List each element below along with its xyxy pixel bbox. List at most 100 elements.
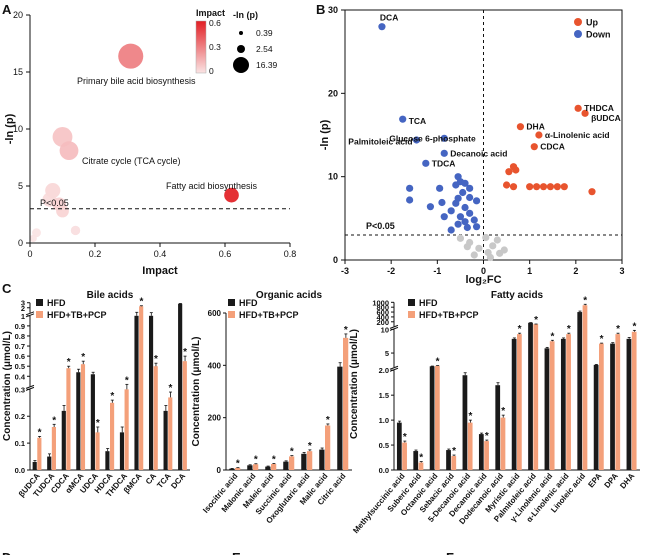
x-tick-label: 2 — [573, 266, 578, 276]
y-tick-label: 0.5 — [379, 441, 389, 450]
y-tick-label: 0 — [217, 466, 222, 475]
point-up — [505, 168, 513, 176]
bar — [66, 368, 71, 470]
subplot-title: Bile acids — [87, 290, 134, 301]
point-down — [466, 193, 474, 202]
bar — [599, 343, 604, 470]
point-not-significant — [489, 242, 497, 250]
x-axis-title: log₂FC — [465, 274, 501, 286]
point-up — [526, 183, 534, 191]
y-tick-label: 1000 — [372, 298, 389, 307]
legend-swatch — [408, 311, 415, 318]
bar — [533, 324, 539, 470]
point-up — [574, 104, 582, 112]
significance-star: * — [468, 411, 472, 422]
significance-star: * — [110, 391, 114, 402]
y-tick-label: 10 — [328, 172, 338, 182]
significance-star: * — [583, 295, 587, 306]
point-not-significant — [463, 243, 471, 251]
size-legend-dot — [237, 45, 245, 53]
y-axis-title: Concentration (μmol/L) — [191, 337, 202, 447]
panel-c: C0.00.10.20.30.40.50.60.70.80.9123*βUDCA… — [2, 281, 640, 535]
bar — [247, 465, 253, 470]
legend-dot — [574, 30, 582, 38]
significance-star: * — [534, 315, 538, 326]
y-tick-label: 1 — [21, 312, 25, 321]
legend-label: HFD+TB+PCP — [239, 310, 299, 320]
axis-break — [389, 326, 399, 331]
point-not-significant — [482, 233, 490, 242]
significance-star: * — [96, 418, 100, 429]
category-label: DPA — [603, 471, 621, 489]
x-axis-title: Impact — [142, 265, 178, 277]
bar — [168, 397, 173, 470]
point-up — [532, 183, 541, 191]
point-down — [406, 196, 414, 204]
x-tick-label: 3 — [619, 266, 624, 276]
point-down — [422, 159, 430, 167]
point-down — [472, 197, 481, 205]
significance-star: * — [436, 357, 440, 368]
legend-swatch — [228, 311, 235, 318]
legend-swatch — [36, 311, 43, 318]
point-up — [553, 183, 561, 191]
metabolite-label: TCA — [409, 116, 426, 126]
y-tick-label: 400 — [376, 313, 389, 322]
impact-legend-tick: 0.6 — [209, 18, 221, 28]
significance-star: * — [403, 432, 407, 443]
bar — [229, 468, 235, 470]
point-up — [539, 183, 548, 191]
point-down — [466, 184, 474, 192]
x-tick-label: 0.8 — [284, 249, 297, 259]
bar — [435, 365, 440, 470]
threshold-label: P<0.05 — [40, 198, 69, 208]
legend-label: HFD — [239, 298, 258, 308]
bar — [178, 303, 183, 470]
x-tick-label: 0 — [27, 249, 32, 259]
y-tick-label: 0.8 — [15, 332, 25, 341]
bar — [495, 385, 501, 470]
pathway-label: Fatty acid biosynthesis — [166, 181, 258, 191]
bar — [76, 372, 81, 470]
significance-star: * — [600, 334, 604, 345]
bar — [105, 451, 110, 470]
metabolite-label: Palmitoleic acid — [348, 137, 412, 147]
significance-star: * — [632, 321, 636, 332]
panel-letter-c: C — [2, 281, 12, 296]
bar — [80, 364, 86, 470]
panel-letter-a: A — [2, 2, 12, 17]
pathway-label: Citrate cycle (TCA cycle) — [82, 156, 181, 166]
y-tick-label: 5 — [18, 181, 23, 191]
point-not-significant — [456, 234, 465, 242]
y-tick-label: 0.0 — [379, 466, 389, 475]
size-legend-dot — [233, 57, 249, 73]
panel-letter-d: D — [2, 550, 11, 555]
axis-break — [25, 384, 35, 389]
bar — [32, 461, 37, 470]
bar — [301, 453, 307, 470]
metabolite-label: DHA — [526, 122, 544, 132]
metabolite-label: βUDCA — [591, 113, 621, 123]
y-tick-label: 0.4 — [15, 372, 26, 381]
y-tick-label: 15 — [13, 67, 23, 77]
significance-star: * — [501, 406, 505, 417]
metabolite-label: Glucose 6-phosphate — [389, 133, 476, 143]
pathway-point — [224, 187, 239, 203]
bar — [451, 456, 457, 470]
bar — [544, 348, 550, 470]
category-label: EPA — [586, 471, 603, 489]
pathway-point — [56, 204, 69, 218]
point-not-significant — [475, 244, 483, 252]
bar — [119, 432, 125, 470]
x-tick-label: 0.2 — [89, 249, 102, 259]
bar — [182, 361, 187, 470]
point-down — [406, 184, 414, 192]
bar — [319, 449, 325, 470]
point-down — [438, 198, 446, 207]
size-legend-label: 2.54 — [256, 44, 273, 54]
pathway-point — [118, 43, 144, 69]
point-not-significant — [493, 236, 501, 244]
axis-break — [389, 365, 399, 370]
point-up — [516, 123, 525, 131]
